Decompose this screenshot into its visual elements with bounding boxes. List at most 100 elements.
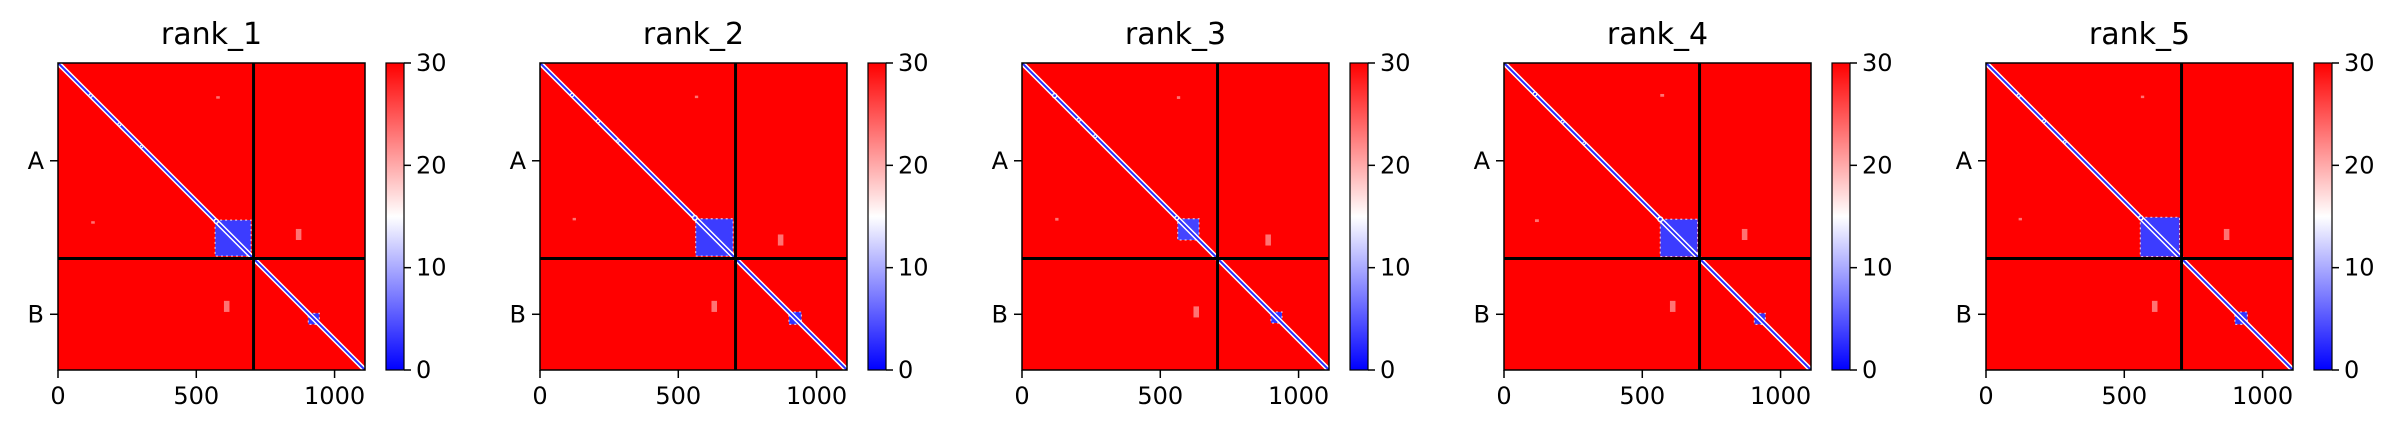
panel-rank_4 [1496,62,1857,378]
off-diagonal-spot [572,217,576,221]
diagonal-spot-core [1053,94,1057,98]
y-tick-label: A [510,147,527,175]
colorbar-tick-label: 0 [898,356,913,384]
x-tick-label: 1000 [786,382,847,410]
diagonal-spot-core [89,94,92,97]
diagonal-spot-core [693,216,697,220]
colorbar-tick-label: 0 [1380,356,1395,384]
x-tick-label: 0 [1978,382,1993,410]
colorbar-tick-label: 30 [416,49,447,77]
y-tick-label: B [510,300,526,328]
x-tick-label: 500 [173,382,219,410]
off-diagonal-spot [2018,217,2022,221]
block-texture [214,219,252,257]
off-diagonal-spot [2151,300,2158,312]
off-diagonal-spot [1055,217,1059,221]
block-texture [2234,311,2248,325]
diagonal-spot-core [617,140,619,142]
heatmap [1022,63,1329,370]
diagonal-spot-core [570,93,574,97]
block-texture [1753,312,1766,325]
x-tick-label: 500 [2101,382,2147,410]
y-tick-label: B [1474,300,1490,328]
x-tick-label: 0 [1496,382,1511,410]
off-diagonal-spot [1193,306,1200,318]
colorbar-tick-label: 10 [1380,254,1411,282]
diagonal-core [58,63,365,370]
diagonal-spot-core [1533,92,1537,96]
y-tick-label: A [28,147,45,175]
off-diagonal-spot [694,95,699,99]
off-diagonal-spot [216,96,220,99]
colorbar-tick-label: 20 [898,151,929,179]
heatmap [1504,63,1811,370]
diagonal-spot-core [2139,216,2143,220]
colorbar-tick-label: 10 [2344,254,2375,282]
colorbar-tick-label: 10 [898,254,929,282]
plot-frame [57,62,366,371]
x-tick-label: 1000 [1268,382,1329,410]
x-tick-label: 500 [1137,382,1183,410]
panel-rank_2 [532,62,893,378]
diagonal-core [1504,63,1811,370]
colorbar-tick-label: 30 [2344,49,2375,77]
plot-frame [1021,62,1330,371]
colorbar-tick-label: 20 [2344,151,2375,179]
panel-rank_5 [1978,62,2339,378]
colorbar [867,62,887,371]
off-diagonal-spot [711,300,718,312]
diagonal-spot-core [2043,120,2046,123]
block-texture [1177,218,1200,241]
y-tick-label: B [28,300,44,328]
colorbar-tick-label: 20 [1862,151,1893,179]
diagonal-spot-core [1561,120,1564,123]
off-diagonal-spot [1176,96,1181,99]
panel-rank_1 [50,62,411,378]
y-tick-label: B [992,300,1008,328]
diagonal-spot-core [2063,140,2066,143]
diagonal-spot-core [596,119,600,123]
colorbar-tick-label: 30 [1862,49,1893,77]
off-diagonal-spot [1265,234,1271,246]
colorbar [1831,62,1851,371]
colorbar-tick-label: 0 [1862,356,1877,384]
x-tick-label: 1000 [2232,382,2293,410]
diagonal-spot-core [1175,216,1179,220]
off-diagonal-spot [295,228,302,241]
x-tick-label: 500 [655,382,701,410]
colorbar-tick-label: 0 [416,356,431,384]
panel-title: rank_4 [1607,17,1708,52]
colorbar-tick-label: 30 [1380,49,1411,77]
block-texture [788,311,802,325]
diagonal-spot-core [118,123,121,126]
block-texture [1270,311,1283,324]
colorbar [2313,62,2333,371]
colorbar-tick-label: 10 [416,254,447,282]
off-diagonal-spot [1534,219,1539,223]
block-texture [1659,218,1699,258]
plot-frame [1503,62,1812,371]
colorbar-tick-label: 10 [1862,254,1893,282]
x-tick-label: 0 [532,382,547,410]
plot-frame [539,62,848,371]
colorbar-tick-label: 20 [416,151,447,179]
block-texture [307,312,320,325]
diagonal-spot-core [140,145,143,148]
plot-frame [1985,62,2294,371]
panel-title: rank_1 [161,17,262,52]
heatmap [58,63,365,370]
off-diagonal-spot [2223,228,2230,241]
panel-rank_3 [1014,62,1375,378]
x-tick-label: 0 [1014,382,1029,410]
y-tick-label: A [1474,147,1491,175]
off-diagonal-spot [91,221,95,224]
y-tick-label: B [1956,300,1972,328]
diagonal-spot-core [214,219,218,223]
heatmap [1986,63,2293,370]
panel-title: rank_2 [643,17,744,52]
panel-title: rank_3 [1125,17,1226,52]
diagonal-spot-core [1094,135,1097,138]
x-tick-label: 500 [1619,382,1665,410]
x-tick-label: 0 [50,382,65,410]
